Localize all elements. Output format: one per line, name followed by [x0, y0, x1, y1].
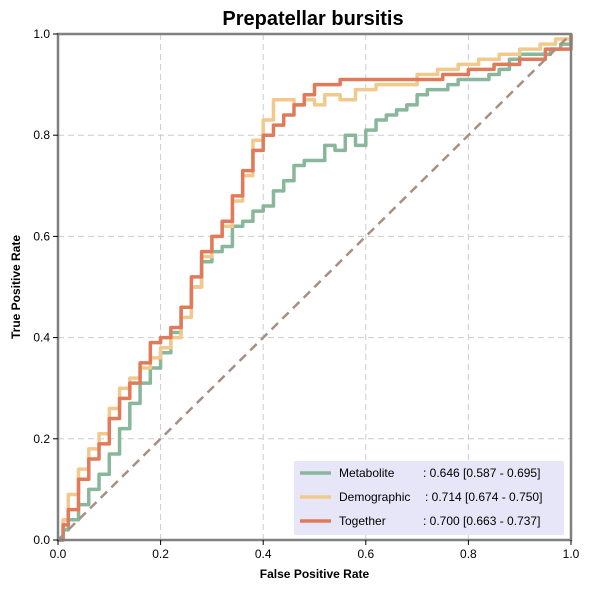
- chance-line: [57, 33, 572, 541]
- legend-label: Metabolite: [339, 466, 395, 480]
- x-tick-label: 1.0: [563, 547, 580, 561]
- y-axis-label: True Positive Rate: [9, 235, 23, 339]
- y-tick-label: 0.0: [33, 533, 50, 547]
- legend-value: : 0.714 [0.674 - 0.750]: [425, 490, 542, 504]
- legend-value: : 0.700 [0.663 - 0.737]: [423, 514, 540, 528]
- plot-frame: [56, 32, 573, 542]
- series-lines: [57, 33, 573, 542]
- x-tick-label: 0.6: [357, 547, 374, 561]
- y-tick-label: 0.6: [33, 229, 50, 243]
- y-tick-label: 1.0: [33, 27, 50, 41]
- x-tick-label: 0.4: [255, 547, 272, 561]
- x-tick-label: 0.0: [50, 547, 67, 561]
- chart-title: Prepatellar bursitis: [222, 8, 403, 30]
- legend-label: Together: [339, 514, 386, 528]
- legend-box: [294, 461, 564, 535]
- series-line-metabolite: [58, 34, 573, 542]
- legend-value: : 0.646 [0.587 - 0.695]: [423, 466, 540, 480]
- x-tick-label: 0.2: [152, 547, 169, 561]
- y-tick-label: 0.4: [33, 331, 50, 345]
- legend-label: Demographic: [339, 490, 410, 504]
- x-axis-label: False Positive Rate: [260, 567, 370, 581]
- axis-ticks: 0.0 0.2 0.4 0.6 0.8 1.0 0.0 0.2 0.4 0.6 0.8 1.0: [33, 27, 579, 561]
- y-tick-label: 0.2: [33, 432, 50, 446]
- y-tick-label: 0.8: [33, 128, 50, 142]
- series-line-together: [58, 34, 573, 542]
- legend: Metabolite : 0.646 [0.587 - 0.695] Demogra…: [294, 461, 564, 535]
- x-tick-label: 0.8: [460, 547, 477, 561]
